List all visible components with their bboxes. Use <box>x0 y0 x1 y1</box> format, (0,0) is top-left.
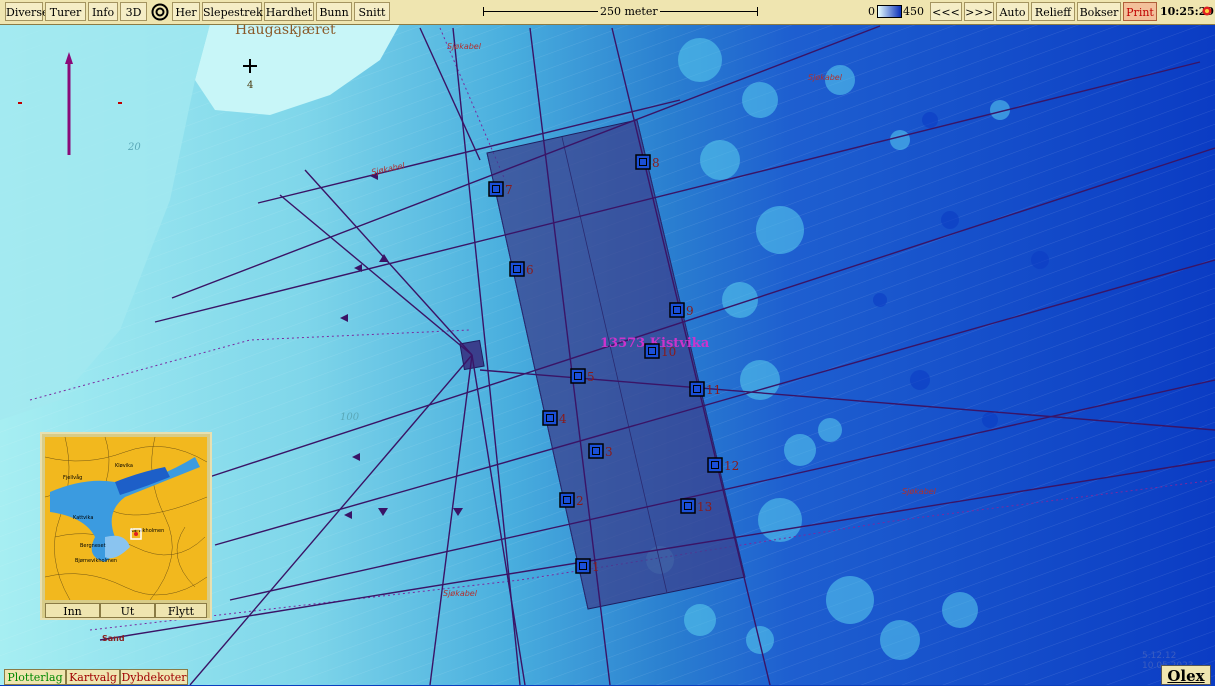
cage-number: 1 <box>592 560 600 574</box>
print-button[interactable]: Print <box>1123 2 1157 21</box>
place-name: Haugaskjæret <box>235 22 336 38</box>
scale-label: 250 meter <box>598 5 660 18</box>
cage-marker[interactable]: 10 <box>644 343 676 359</box>
inset-place: Kattvika <box>73 515 93 521</box>
cage-number: 11 <box>706 383 721 397</box>
contour-label: 20 <box>127 142 141 153</box>
cage-marker[interactable]: 13 <box>680 498 712 514</box>
tab-plotterlag[interactable]: Plotterlag <box>4 669 66 685</box>
3d-button[interactable]: 3D <box>120 2 147 21</box>
cage-square-icon <box>648 347 656 355</box>
cage-square-icon <box>513 265 521 273</box>
cage-marker[interactable]: 12 <box>707 457 739 473</box>
olex-brand[interactable]: Olex <box>1161 665 1211 685</box>
cage-marker[interactable]: 4 <box>542 410 567 426</box>
recording-indicator-icon <box>1202 6 1212 16</box>
cage-marker[interactable]: 11 <box>689 381 721 397</box>
track-arrows <box>340 172 463 519</box>
cage-number: 6 <box>526 263 534 277</box>
track-lines <box>99 25 1215 685</box>
cage-number: 13 <box>697 500 712 514</box>
inset-place: Bergneset <box>80 543 106 549</box>
forward-button[interactable]: >>> <box>964 2 994 21</box>
turer-button[interactable]: Turer <box>45 2 86 21</box>
zoom-in-button[interactable]: Inn <box>45 603 100 618</box>
cage-square-icon <box>579 562 587 570</box>
cage-square-icon <box>711 461 719 469</box>
scale-bar-tick <box>757 7 758 16</box>
clock: 10:25:29 <box>1160 5 1215 18</box>
cage-square-icon <box>592 447 600 455</box>
cage-square-icon <box>673 306 681 314</box>
bokser-button[interactable]: Bokser <box>1077 2 1121 21</box>
cage-marker[interactable]: 9 <box>669 302 694 318</box>
overview-map[interactable]: Fjellvåg Kløvika Kattvika Bergneset Bjør… <box>45 437 207 600</box>
cage-number: 3 <box>605 445 613 459</box>
cable-label: Sjøkabel <box>447 42 482 51</box>
overview-inset: Fjellvåg Kløvika Kattvika Bergneset Bjør… <box>40 432 212 620</box>
cable-label: Sjøkabel <box>443 589 478 598</box>
depth-min-label: 0 <box>868 5 875 18</box>
mark-number: 4 <box>247 80 253 91</box>
inset-place: Karvikholmen <box>130 528 164 534</box>
north-arrow-icon <box>18 52 122 155</box>
move-button[interactable]: Flytt <box>155 603 207 618</box>
cage-square-icon <box>693 385 701 393</box>
tab-dybdekoter[interactable]: Dybdekoter <box>120 669 188 685</box>
cage-marker[interactable]: 7 <box>488 181 513 197</box>
cable-label: Sjøkabel <box>902 487 937 496</box>
info-button[interactable]: Info <box>88 2 118 21</box>
relieff-button[interactable]: Relieff <box>1031 2 1075 21</box>
snitt-button[interactable]: Snitt <box>354 2 390 21</box>
cage-marker[interactable]: 8 <box>635 154 660 170</box>
top-toolbar: Diverse Turer Info 3D Her Slepestrek Har… <box>0 0 1215 25</box>
target-icon[interactable] <box>151 3 169 21</box>
cage-marker[interactable]: 5 <box>570 368 595 384</box>
cage-marker[interactable]: 2 <box>559 492 584 508</box>
inset-position-marker <box>130 528 142 540</box>
cage-number: 12 <box>724 459 739 473</box>
auto-button[interactable]: Auto <box>996 2 1029 21</box>
cage-square-icon <box>639 158 647 166</box>
diverse-button[interactable]: Diverse <box>5 2 48 21</box>
inset-place: Kløvika <box>115 463 133 469</box>
cage-square-icon <box>492 185 500 193</box>
inset-place: Fjellvåg <box>63 474 82 481</box>
cage-square-icon <box>546 414 554 422</box>
cage-number: 4 <box>559 412 567 426</box>
cage-marker[interactable]: 6 <box>509 261 534 277</box>
cage-number: 9 <box>686 304 694 318</box>
sand-label: Sand <box>102 634 125 643</box>
slepestrek-button[interactable]: Slepestrek <box>202 2 263 21</box>
cage-number: 2 <box>576 494 584 508</box>
inset-place: Bjørnevikholmen <box>75 558 117 564</box>
tab-kartvalg[interactable]: Kartvalg <box>66 669 120 685</box>
hardhet-button[interactable]: Hardhet <box>264 2 314 21</box>
cage-marker[interactable]: 1 <box>575 558 600 574</box>
back-button[interactable]: <<< <box>930 2 962 21</box>
scale-bar-tick <box>483 7 484 16</box>
bunn-button[interactable]: Bunn <box>316 2 352 21</box>
cage-square-icon <box>684 502 692 510</box>
cage-number: 8 <box>652 156 660 170</box>
her-button[interactable]: Her <box>172 2 200 21</box>
cross-mark-icon <box>243 59 257 73</box>
cage-square-icon <box>574 372 582 380</box>
zoom-out-button[interactable]: Ut <box>100 603 155 618</box>
cage-number: 7 <box>505 183 513 197</box>
farm-grid <box>486 119 746 610</box>
cage-square-icon <box>563 496 571 504</box>
fjord-water <box>50 457 200 562</box>
cable-label: Sjøkabel <box>808 73 843 82</box>
cage-number: 5 <box>587 370 595 384</box>
depth-max-label: 450 <box>903 5 924 18</box>
seabed-texture <box>646 38 1010 660</box>
depth-color-scale[interactable] <box>877 5 902 18</box>
cage-number: 10 <box>661 345 676 359</box>
cage-marker[interactable]: 3 <box>588 443 613 459</box>
contour-label: 100 <box>340 412 360 423</box>
